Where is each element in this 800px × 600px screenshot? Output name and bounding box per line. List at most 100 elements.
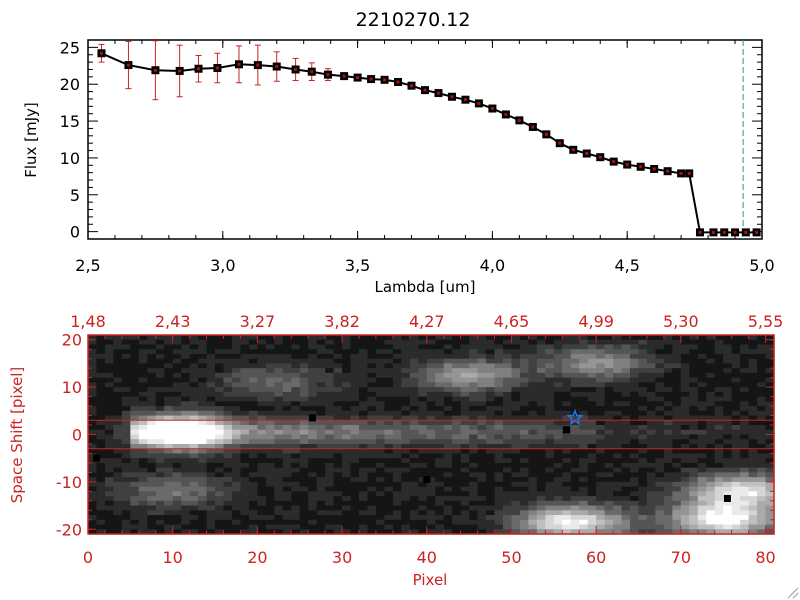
image-pixel — [333, 453, 343, 459]
image-pixel — [469, 439, 479, 445]
image-pixel — [248, 391, 258, 398]
image-pixel — [562, 505, 572, 511]
image-pixel — [748, 425, 758, 431]
image-pixel — [477, 368, 487, 374]
image-pixel — [435, 486, 445, 492]
image-pixel — [452, 335, 462, 341]
image-pixel — [384, 529, 394, 535]
image-pixel — [104, 529, 115, 535]
image-pixel — [189, 344, 199, 350]
image-pixel — [96, 515, 106, 521]
image-pixel — [333, 529, 343, 535]
image-pixel — [409, 335, 419, 341]
image-pixel — [613, 519, 623, 526]
image-pixel — [138, 420, 148, 426]
image-pixel — [604, 363, 614, 369]
image-pixel — [350, 377, 360, 383]
image-pixel — [342, 481, 352, 488]
image-pixel — [96, 372, 106, 379]
image-pixel — [350, 406, 360, 412]
image-pixel — [536, 510, 546, 516]
image-pixel — [409, 462, 419, 469]
image-pixel — [248, 425, 258, 431]
image-pixel — [367, 496, 377, 502]
image-pixel — [231, 344, 242, 350]
image-pixel — [138, 472, 148, 478]
image-pixel — [452, 519, 462, 526]
image-pixel — [291, 481, 301, 488]
image-pixel — [130, 387, 140, 393]
image-pixel — [680, 406, 690, 412]
image-pixel — [706, 500, 716, 507]
image-pixel — [570, 448, 580, 455]
image-pixel — [181, 486, 191, 492]
image-pixel — [392, 515, 402, 521]
image-pixel — [757, 420, 767, 426]
image-pixel — [536, 425, 546, 431]
image-pixel — [630, 344, 640, 350]
image-pixel — [443, 505, 453, 511]
image-pixel — [680, 363, 690, 369]
image-pixel — [308, 500, 318, 507]
image-pixel — [528, 401, 538, 407]
image-pixel — [714, 453, 724, 459]
image-pixel — [740, 486, 750, 492]
image-pixel — [672, 453, 682, 459]
image-pixel — [630, 353, 640, 360]
resize-grip-icon[interactable] — [787, 587, 799, 599]
image-pixel — [740, 377, 750, 383]
image-pixel — [613, 434, 623, 440]
image-pixel — [663, 519, 673, 526]
image-pixel — [740, 529, 750, 535]
image-pixel — [367, 477, 377, 483]
image-pixel — [723, 439, 733, 445]
image-pixel — [147, 391, 157, 398]
image-pixel — [528, 529, 538, 535]
image-pixel — [519, 339, 529, 346]
image-pixel — [274, 382, 284, 388]
image-pixel — [486, 467, 496, 474]
image-pixel — [486, 420, 496, 426]
image-pixel — [740, 458, 750, 464]
image-pixel — [172, 453, 182, 459]
image-pixel — [333, 462, 343, 469]
image-pixel — [579, 500, 589, 507]
image-pixel — [536, 515, 546, 521]
image-pixel — [663, 510, 673, 516]
image-pixel — [706, 491, 716, 497]
image-pixel — [308, 396, 318, 402]
image-pixel — [672, 519, 682, 526]
image-pixel — [536, 505, 546, 511]
image-pixel — [655, 349, 665, 355]
image-pixel — [342, 391, 352, 398]
image-pixel — [562, 415, 572, 421]
image-pixel — [88, 519, 98, 526]
image-pixel — [240, 396, 250, 402]
image-pixel — [223, 363, 233, 369]
image-pixel — [215, 477, 225, 483]
image-pixel — [172, 462, 182, 469]
image-pixel — [587, 382, 597, 388]
image-pixel — [367, 434, 377, 440]
image-pixel — [147, 425, 157, 431]
image-pixel — [545, 344, 555, 350]
image-pixel — [308, 515, 318, 521]
image-pixel — [570, 415, 580, 421]
image-pixel — [646, 472, 657, 478]
image-pixel — [342, 462, 352, 469]
image-pixel — [579, 353, 589, 360]
image-pixel — [367, 344, 377, 350]
image-pixel — [96, 434, 106, 440]
image-pixel — [333, 434, 343, 440]
image-pixel — [155, 363, 165, 369]
image-pixel — [316, 363, 326, 369]
image-pixel — [113, 420, 123, 426]
image-pixel — [553, 477, 563, 483]
image-pixel — [189, 415, 199, 421]
image-pixel — [215, 515, 225, 521]
image-pixel — [689, 358, 699, 365]
image-pixel — [121, 382, 131, 388]
image-pixel — [113, 439, 123, 445]
image-pixel — [189, 391, 199, 398]
image-pixel — [121, 491, 131, 497]
